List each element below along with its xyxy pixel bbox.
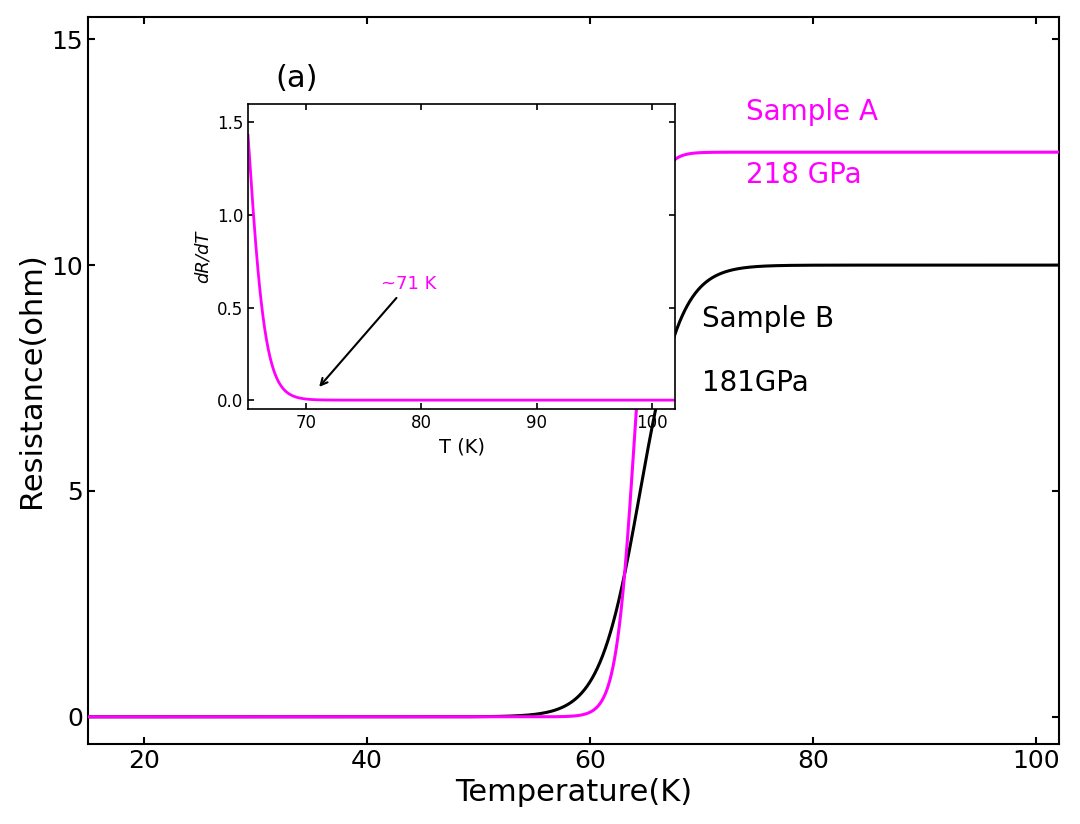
- Y-axis label: Resistance(ohm): Resistance(ohm): [16, 252, 45, 508]
- Text: 181GPa: 181GPa: [702, 368, 809, 396]
- X-axis label: Temperature(K): Temperature(K): [455, 779, 692, 808]
- Text: Sample A: Sample A: [746, 97, 878, 125]
- Text: 218 GPa: 218 GPa: [746, 161, 862, 189]
- Text: Sample B: Sample B: [702, 306, 834, 334]
- Text: (a): (a): [275, 64, 318, 93]
